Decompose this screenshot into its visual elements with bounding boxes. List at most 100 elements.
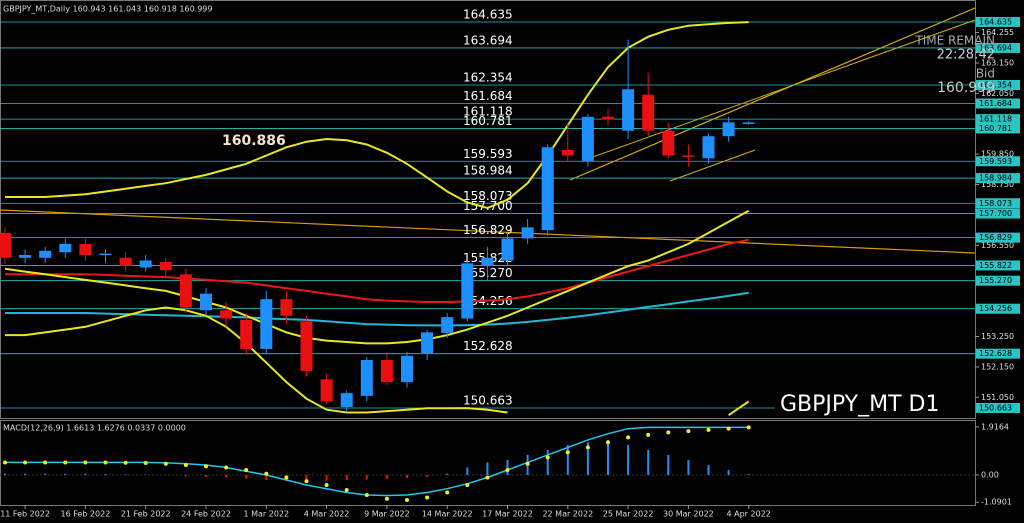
signal-dot xyxy=(324,482,329,487)
signal-dot xyxy=(545,455,550,460)
level-tag-label: 154.256 xyxy=(979,304,1012,313)
candle-body xyxy=(19,254,32,258)
signal-dot xyxy=(244,467,249,472)
y-tick-label: 159.850 xyxy=(981,150,1014,159)
signal-dot xyxy=(465,482,470,487)
level-tag xyxy=(976,173,1020,184)
signal-dot xyxy=(405,497,409,502)
signal-dot xyxy=(63,460,68,465)
level-tag xyxy=(976,275,1020,286)
signal-dot xyxy=(183,462,188,467)
level-tag-label: 157.700 xyxy=(979,209,1012,218)
y-tick-label: 151.050 xyxy=(981,393,1014,402)
channel-line xyxy=(589,19,976,159)
y-tick-label: 1.9164 xyxy=(981,422,1009,431)
level-tag xyxy=(976,232,1020,243)
candle-body xyxy=(521,227,534,239)
candle-body xyxy=(240,319,253,349)
level-label: 159.593 xyxy=(463,147,513,161)
candle-body xyxy=(79,243,92,255)
candle-body xyxy=(179,274,192,308)
signal-dot xyxy=(606,440,610,445)
x-tick-label: 14 Mar 2022 xyxy=(422,510,473,519)
signal-dot xyxy=(224,465,229,470)
signal-dot xyxy=(445,490,450,495)
level-label: 158.984 xyxy=(463,164,513,178)
signal-dot xyxy=(485,475,490,480)
y-tick-label: 164.255 xyxy=(981,28,1014,37)
level-tag xyxy=(976,42,1020,53)
level-tag-label: 159.593 xyxy=(979,157,1012,166)
level-tag-label: 160.781 xyxy=(979,124,1012,133)
signal-dot xyxy=(204,464,208,469)
candle-body xyxy=(280,299,293,316)
y-tick-label: 152.150 xyxy=(981,362,1014,371)
y-tick-label: 156.550 xyxy=(981,241,1014,250)
x-tick-label: 11 Feb 2022 xyxy=(0,510,50,519)
candle-body xyxy=(501,238,514,261)
x-tick-label: 21 Feb 2022 xyxy=(121,510,171,519)
candle-body xyxy=(421,332,434,354)
level-tag xyxy=(976,348,1020,359)
x-tick-label: 1 Mar 2022 xyxy=(243,510,289,519)
time-remain-label: TIME REMAIN xyxy=(914,34,995,48)
indicator-line xyxy=(4,209,750,345)
signal-dot xyxy=(726,426,731,431)
candle-body xyxy=(581,116,594,162)
signal-dot xyxy=(706,427,711,432)
bid: 160.999 xyxy=(937,80,995,96)
level-tag xyxy=(976,303,1020,314)
candle-body xyxy=(159,261,172,271)
signal-dot xyxy=(304,479,309,484)
macd-line xyxy=(5,426,749,497)
candle-body xyxy=(59,243,72,253)
signal-dot xyxy=(505,467,510,472)
signal-dot xyxy=(686,429,691,434)
signal-dot xyxy=(585,445,590,450)
signal-dot xyxy=(384,496,389,501)
level-tag-label: 158.073 xyxy=(979,199,1012,208)
level-tag xyxy=(976,208,1020,219)
signal-dot xyxy=(103,460,108,465)
level-tag-label: 163.694 xyxy=(979,43,1012,52)
level-label: 163.694 xyxy=(463,33,513,47)
signal-dot xyxy=(565,450,570,455)
annotation: 160.886 xyxy=(222,133,286,149)
macd-pane-frame xyxy=(0,420,976,506)
signal-dot xyxy=(163,461,168,466)
signal-dot xyxy=(83,460,88,465)
level-tag xyxy=(976,156,1020,167)
signal-dot xyxy=(364,492,369,497)
signal-dot xyxy=(284,475,289,480)
level-label: 164.635 xyxy=(463,7,513,21)
candle-body xyxy=(561,150,574,156)
level-tag xyxy=(976,198,1020,209)
candle-body xyxy=(441,317,454,333)
x-tick-label: 24 Feb 2022 xyxy=(181,510,231,519)
channel-line xyxy=(669,149,756,182)
indicator-line xyxy=(5,21,749,210)
x-tick-label: 30 Mar 2022 xyxy=(663,510,714,519)
indicator-line xyxy=(5,306,750,417)
signal-dot xyxy=(264,471,269,476)
level-tag xyxy=(976,98,1020,109)
candle-body xyxy=(119,257,132,267)
x-tick-label: 4 Mar 2022 xyxy=(304,510,350,519)
level-label: 150.663 xyxy=(463,393,513,407)
level-tag xyxy=(976,402,1020,413)
candle-body xyxy=(340,393,353,407)
candle-body xyxy=(742,122,755,124)
candle-body xyxy=(702,136,715,159)
signal-dot xyxy=(646,432,651,437)
candle-body xyxy=(200,293,212,311)
level-tag xyxy=(976,79,1020,90)
y-tick-label: 163.150 xyxy=(981,58,1014,67)
candle-body xyxy=(602,116,614,120)
signal-dot xyxy=(143,460,148,465)
signal-dot xyxy=(3,460,7,465)
indicator-line xyxy=(5,238,749,303)
candle-body xyxy=(481,257,494,267)
level-tag xyxy=(976,260,1020,271)
x-tick-label: 4 Apr 2022 xyxy=(727,510,771,519)
